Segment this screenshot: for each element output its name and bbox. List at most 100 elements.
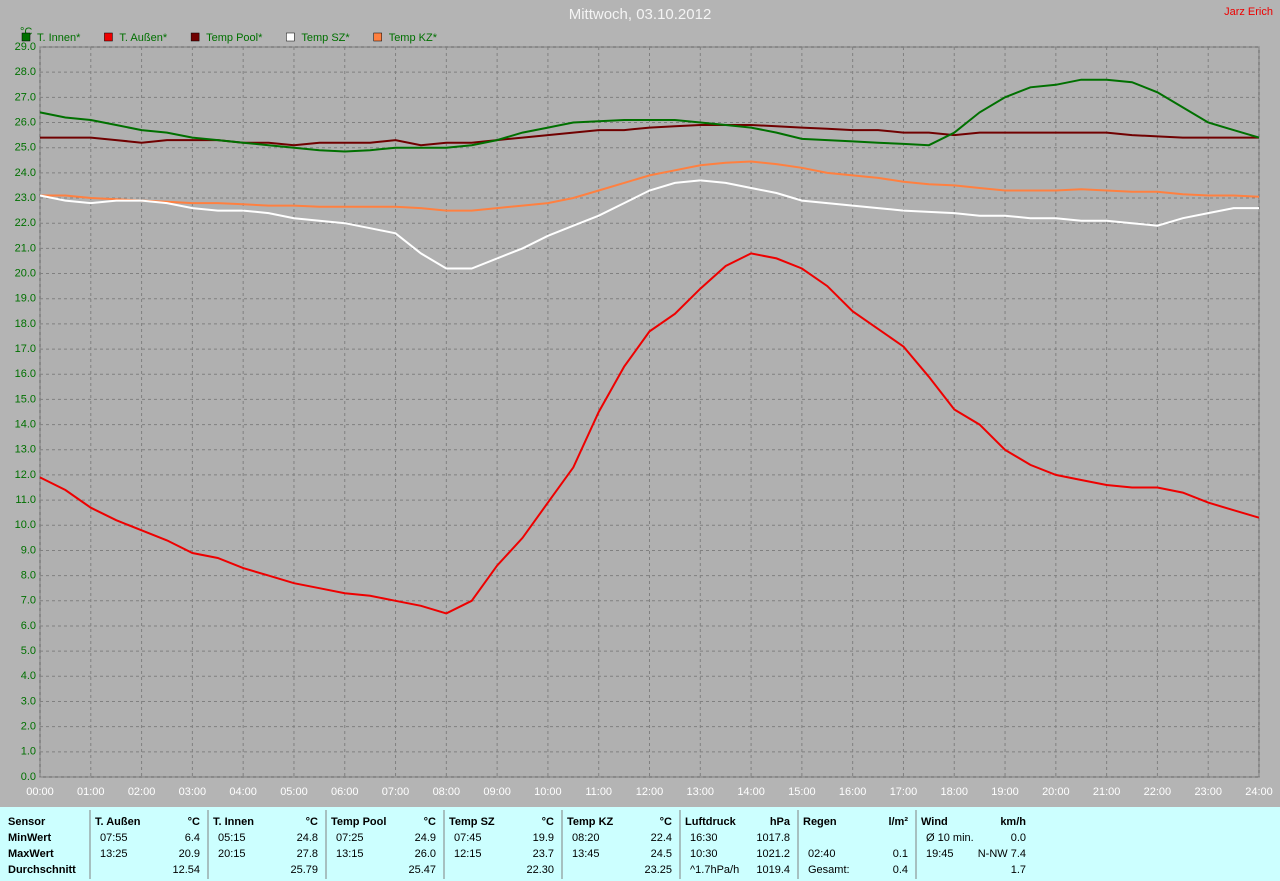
y-tick-label: 6.0 xyxy=(21,620,36,632)
legend-label: Temp Pool* xyxy=(206,32,263,44)
cell-value: 0.1 xyxy=(893,848,908,860)
x-tick-label: 08:00 xyxy=(433,786,461,798)
column-header: Temp Pool xyxy=(331,816,386,828)
x-tick-label: 03:00 xyxy=(179,786,207,798)
y-tick-label: 10.0 xyxy=(15,519,36,531)
x-tick-label: 18:00 xyxy=(940,786,968,798)
x-tick-label: 10:00 xyxy=(534,786,562,798)
y-tick-label: 11.0 xyxy=(15,494,36,506)
cell-time: 13:25 xyxy=(100,848,128,860)
legend-label: Temp KZ* xyxy=(389,32,438,44)
cell-time: 20:15 xyxy=(218,848,246,860)
column-header: Luftdruck xyxy=(685,816,737,828)
x-tick-label: 13:00 xyxy=(687,786,715,798)
x-tick-label: 17:00 xyxy=(890,786,918,798)
x-tick-label: 24:00 xyxy=(1245,786,1273,798)
cell-value: 0.0 xyxy=(1011,832,1026,844)
cell-value: 1021.2 xyxy=(756,848,790,860)
legend-label: T. Außen* xyxy=(119,32,167,44)
column-unit: °C xyxy=(542,816,554,828)
y-tick-label: 21.0 xyxy=(15,242,36,254)
x-tick-label: 12:00 xyxy=(636,786,664,798)
x-tick-label: 16:00 xyxy=(839,786,867,798)
cell-value: 19.9 xyxy=(533,832,554,844)
cell-time: 05:15 xyxy=(218,832,246,844)
cell-value: 27.8 xyxy=(297,848,318,860)
y-tick-label: 7.0 xyxy=(21,595,36,607)
y-tick-label: 13.0 xyxy=(15,444,36,456)
row-label: Durchschnitt xyxy=(8,864,76,876)
y-tick-label: 12.0 xyxy=(15,469,36,481)
series-line xyxy=(40,160,1260,212)
y-tick-label: 29.0 xyxy=(15,41,36,53)
cell-time: 13:15 xyxy=(336,848,364,860)
cell-value: 22.4 xyxy=(651,832,672,844)
row-label: MaxWert xyxy=(8,848,54,860)
legend-swatch xyxy=(104,32,113,42)
cell-time: 07:45 xyxy=(454,832,482,844)
legend-label: Temp SZ* xyxy=(301,32,350,44)
y-tick-label: 28.0 xyxy=(15,66,36,78)
row-label: Sensor xyxy=(8,816,46,828)
x-tick-label: 11:00 xyxy=(585,786,612,798)
cell-value: 1017.8 xyxy=(756,832,790,844)
cell-time: Gesamt: xyxy=(808,864,850,876)
x-tick-label: 00:00 xyxy=(26,786,54,798)
y-tick-label: 23.0 xyxy=(15,192,36,204)
x-tick-label: 05:00 xyxy=(280,786,308,798)
x-tick-label: 15:00 xyxy=(788,786,816,798)
x-tick-label: 19:00 xyxy=(991,786,1019,798)
x-tick-label: 09:00 xyxy=(483,786,511,798)
column-header: Regen xyxy=(803,816,837,828)
table-background xyxy=(0,807,1280,881)
cell-time: 02:40 xyxy=(808,848,836,860)
y-tick-label: 20.0 xyxy=(15,267,36,279)
cell-time: 13:45 xyxy=(572,848,600,860)
row-label: MinWert xyxy=(8,832,52,844)
column-header: T. Innen xyxy=(213,816,254,828)
x-tick-label: 23:00 xyxy=(1194,786,1222,798)
legend-swatch xyxy=(373,32,382,42)
column-unit: hPa xyxy=(770,816,791,828)
cell-value: 20.9 xyxy=(179,848,200,860)
column-header: T. Außen xyxy=(95,816,141,828)
y-tick-label: 3.0 xyxy=(21,695,36,707)
y-tick-label: 0.0 xyxy=(21,771,36,783)
x-tick-label: 02:00 xyxy=(128,786,156,798)
cell-time: 07:25 xyxy=(336,832,364,844)
x-tick-label: 22:00 xyxy=(1144,786,1172,798)
column-unit: °C xyxy=(306,816,318,828)
cell-value: 6.4 xyxy=(185,832,200,844)
cell-value: 1019.4 xyxy=(756,864,790,876)
cell-value: 24.9 xyxy=(415,832,436,844)
cell-time: 19:45 xyxy=(926,848,954,860)
y-tick-label: 25.0 xyxy=(15,142,36,154)
y-tick-label: 26.0 xyxy=(15,116,36,128)
cell-value: 23.25 xyxy=(644,864,672,876)
column-unit: °C xyxy=(424,816,436,828)
cell-value: N-NW 7.4 xyxy=(978,848,1026,860)
cell-value: 12.54 xyxy=(172,864,200,876)
column-unit: km/h xyxy=(1000,816,1026,828)
legend-swatch xyxy=(190,32,200,42)
y-tick-label: 14.0 xyxy=(15,418,36,430)
cell-value: 23.7 xyxy=(533,848,554,860)
cell-value: 26.0 xyxy=(415,848,436,860)
legend-swatch xyxy=(286,32,295,42)
y-tick-label: 24.0 xyxy=(15,167,36,179)
cell-time: 12:15 xyxy=(454,848,482,860)
x-tick-label: 20:00 xyxy=(1042,786,1070,798)
y-tick-label: 22.0 xyxy=(15,217,36,229)
cell-time: 10:30 xyxy=(690,848,718,860)
column-header: Temp KZ xyxy=(567,816,614,828)
cell-value: 24.5 xyxy=(651,848,672,860)
y-tick-label: 1.0 xyxy=(21,746,36,758)
series-line xyxy=(39,179,1259,270)
cell-value: 24.8 xyxy=(297,832,318,844)
cell-time: 08:20 xyxy=(572,832,600,844)
column-unit: °C xyxy=(660,816,672,828)
y-tick-label: 15.0 xyxy=(15,393,36,405)
